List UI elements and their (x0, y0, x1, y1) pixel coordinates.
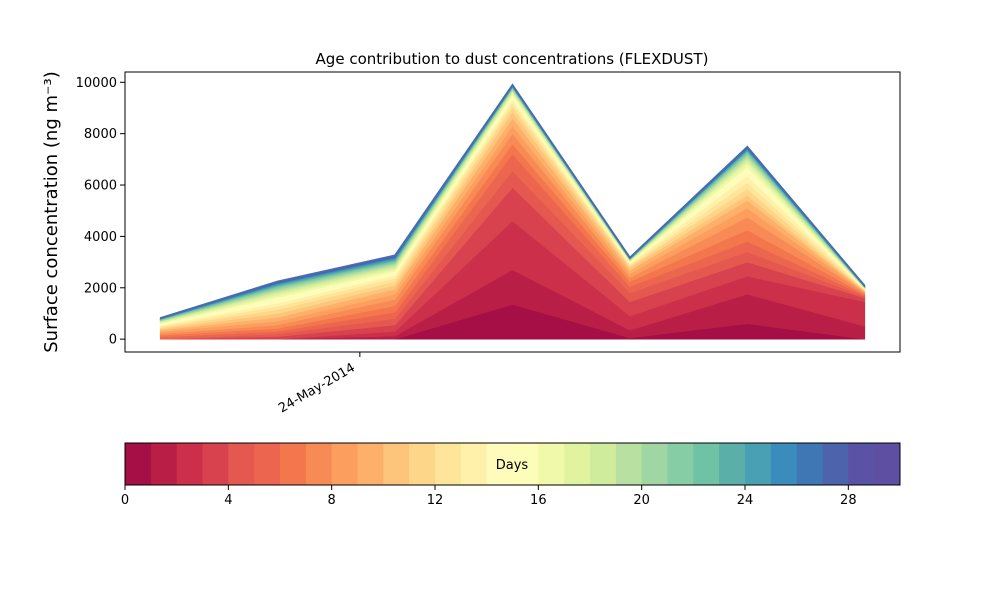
y-axis: 0 2000 4000 6000 8000 10000 (76, 76, 125, 348)
y-tick-label: 2000 (84, 281, 117, 296)
colorbar-segment-5 (254, 443, 281, 485)
colorbar-segment-13 (460, 443, 488, 485)
colorbar-tick-label: 12 (427, 493, 444, 508)
chart-title: Age contribution to dust concentrations … (316, 50, 709, 68)
colorbar-segment-26 (796, 443, 823, 485)
colorbar-segment-27 (822, 443, 849, 485)
colorbar-segment-22 (693, 443, 720, 485)
colorbar-segment-18 (590, 443, 617, 485)
colorbar-segment-11 (409, 443, 436, 485)
y-tick-label: 6000 (84, 179, 117, 194)
colorbar-segment-2 (176, 443, 203, 485)
colorbar-segment-28 (848, 443, 875, 485)
y-axis-label: Surface concentration (ng m⁻³) (41, 71, 62, 353)
colorbar-segment-29 (874, 443, 901, 485)
colorbar-segment-14 (486, 443, 513, 485)
colorbar-segment-3 (202, 443, 229, 485)
colorbar-segment-8 (331, 443, 358, 485)
colorbar-tick-label: 8 (328, 493, 336, 508)
colorbar-tick-label: 24 (737, 493, 754, 508)
colorbar-tick-label: 4 (224, 493, 232, 508)
colorbar-label: Days (496, 458, 529, 473)
y-tick-label: 8000 (84, 127, 117, 142)
colorbar-segment-17 (564, 443, 591, 485)
colorbar-segment-7 (305, 443, 333, 485)
colorbar: 0 4 8 12 16 20 24 28 (121, 442, 901, 508)
colorbar-tick-label: 20 (633, 493, 650, 508)
colorbar-segment-9 (357, 443, 384, 485)
colorbar-segment-16 (538, 443, 565, 485)
colorbar-segment-24 (745, 443, 772, 485)
stacked-areas (159, 83, 866, 340)
colorbar-segment-4 (228, 443, 255, 485)
colorbar-tick-label: 16 (530, 493, 547, 508)
y-tick-label: 4000 (84, 230, 117, 245)
colorbar-segment-23 (719, 443, 746, 485)
x-axis: 24-May-2014 (276, 352, 361, 416)
colorbar-tick-label: 0 (121, 493, 129, 508)
colorbar-segment-19 (615, 443, 643, 485)
colorbar-segment-12 (435, 443, 462, 485)
colorbar-segment-6 (280, 443, 307, 485)
total-outline (159, 83, 866, 320)
x-tick-label: 24-May-2014 (276, 360, 358, 416)
y-tick-label: 10000 (76, 76, 117, 91)
colorbar-segment-20 (641, 443, 668, 485)
colorbar-tick-label: 28 (840, 493, 857, 508)
colorbar-segment-25 (770, 443, 798, 485)
plot-frame (124, 71, 901, 353)
colorbar-segment-10 (383, 443, 410, 485)
colorbar-segment-15 (512, 443, 539, 485)
colorbar-segment-1 (150, 443, 178, 485)
colorbar-segment-0 (125, 443, 152, 485)
y-tick-label: 0 (109, 333, 117, 348)
colorbar-frame (124, 442, 901, 486)
colorbar-segment-21 (667, 443, 694, 485)
